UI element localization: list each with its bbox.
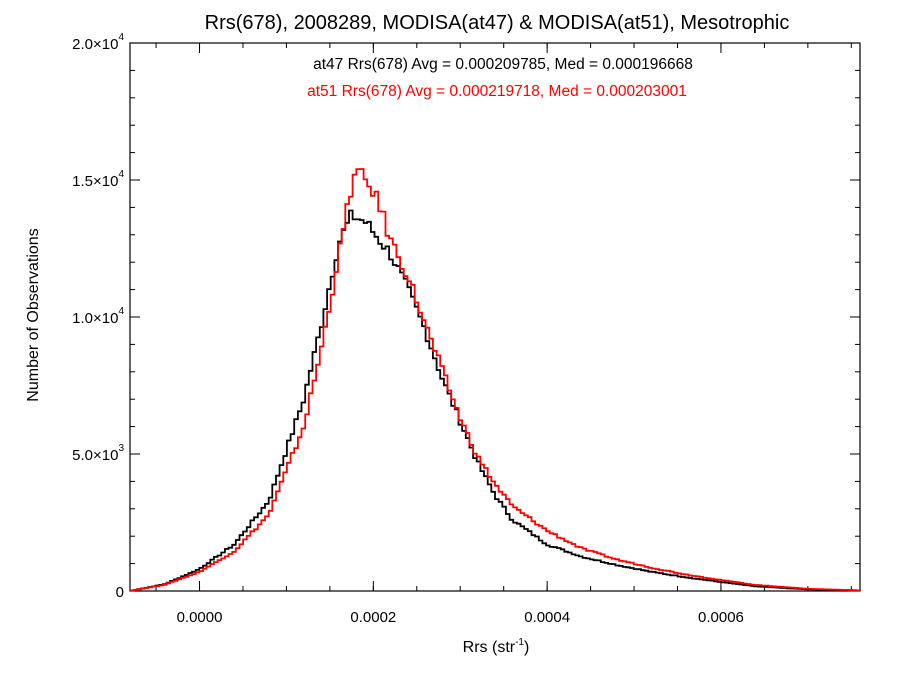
x-axis-label-sup: -1 (515, 637, 524, 648)
y-tick-label: 0 (116, 584, 124, 601)
series-at47-line (130, 209, 861, 592)
x-axis-label: Rrs (str-1) (463, 637, 530, 656)
y-axis: 0 5.0×103 1.0×104 1.5×104 2.0×104 (72, 32, 860, 601)
x-tick-label: 0.0000 (177, 609, 223, 626)
x-axis: 0.0000 0.0002 0.0004 0.0006 (155, 43, 852, 626)
plot-border (129, 42, 861, 592)
y-tick-label: 1.0×104 (72, 306, 124, 327)
series-at51-line (130, 168, 861, 592)
y-tick-label: 1.5×104 (72, 169, 124, 190)
chart-title: Rrs(678), 2008289, MODISA(at47) & MODISA… (205, 12, 790, 34)
annotation-at51: at51 Rrs(678) Avg = 0.000219718, Med = 0… (307, 83, 687, 100)
plot-frame (129, 42, 861, 592)
series-group (130, 168, 861, 592)
x-tick-label: 0.0006 (698, 609, 744, 626)
y-tick-label: 5.0×103 (72, 443, 124, 464)
annotation-at47: at47 Rrs(678) Avg = 0.000209785, Med = 0… (313, 56, 693, 73)
x-tick-label: 0.0004 (524, 609, 570, 626)
x-axis-label-end: ) (524, 639, 529, 656)
x-axis-label-base: Rrs (str (463, 639, 516, 656)
y-axis-label: Number of Observations (25, 228, 42, 401)
x-tick-label: 0.0002 (350, 609, 396, 626)
y-tick-label: 2.0×104 (72, 32, 124, 53)
